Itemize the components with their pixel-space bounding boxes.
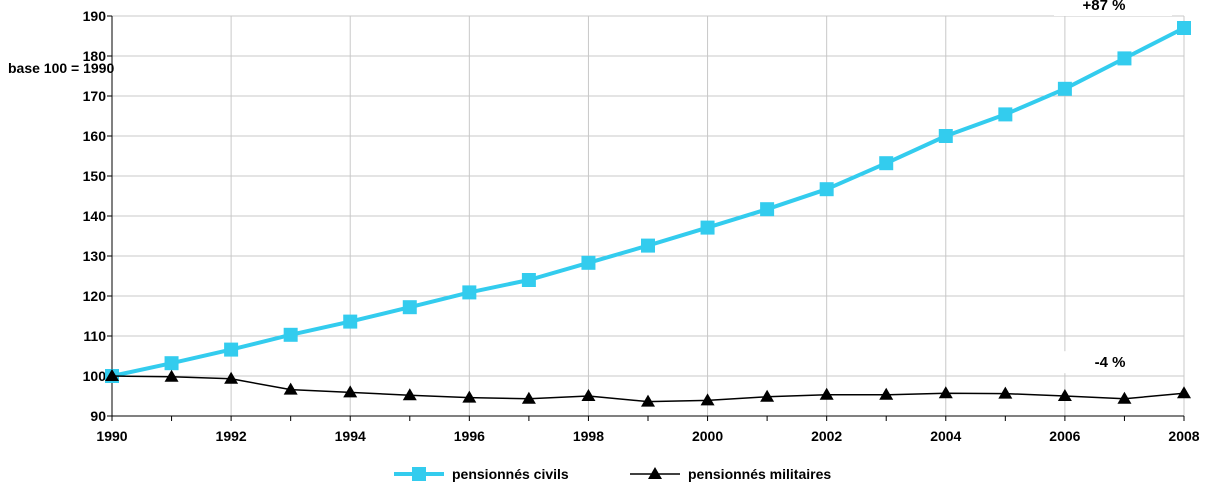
grid-lines: [112, 15, 1185, 416]
series-group: [105, 21, 1191, 407]
data-point: [224, 371, 239, 384]
data-point: [879, 387, 894, 400]
y-tick-label: 110: [83, 328, 106, 344]
data-point: [819, 182, 834, 197]
x-tick-label: 1996: [454, 428, 485, 444]
y-tick-label: 140: [83, 208, 107, 224]
annotation-box: [1054, 0, 1172, 16]
data-point: [105, 369, 119, 381]
data-point: [760, 389, 775, 402]
y-tick-label: 150: [83, 168, 107, 184]
data-point: [224, 342, 239, 357]
data-point: [283, 382, 298, 395]
data-point: [283, 327, 298, 342]
data-point: [402, 388, 417, 401]
data-point: [938, 386, 953, 399]
data-point: [164, 356, 179, 371]
annotations: +87 % -4 %: [1054, 0, 1172, 374]
data-point: [938, 129, 953, 143]
y-tick-label: 180: [83, 48, 107, 64]
y-tick-label: 130: [83, 248, 107, 264]
axes: [107, 15, 1185, 421]
x-tick-label: 2004: [930, 428, 961, 444]
series-line: [111, 26, 1185, 378]
data-point: [1057, 389, 1072, 401]
annotation-label: -4 %: [1095, 354, 1126, 371]
data-point: [1117, 51, 1132, 66]
y-tick-label: 120: [83, 288, 107, 304]
x-tick-label: 1992: [216, 428, 247, 444]
legend-marker: [648, 467, 662, 479]
data-point: [581, 389, 596, 401]
legend-label: pensionnés civils: [452, 466, 569, 482]
data-point: [521, 273, 536, 287]
legend-label: pensionnés militaires: [688, 466, 831, 482]
data-point: [760, 202, 775, 217]
data-point: [819, 387, 834, 400]
data-point: [462, 390, 477, 403]
x-tick-labels: 1990 1992 1994 1996 1998 2000 2002 2004 2006 2008: [96, 428, 1199, 444]
data-point: [641, 238, 655, 253]
data-point: [164, 369, 179, 382]
data-point: [700, 393, 715, 406]
x-tick-label: 1998: [573, 428, 604, 444]
data-point: [998, 386, 1013, 399]
data-point: [343, 385, 358, 398]
data-point: [343, 314, 358, 329]
x-tick-label: 1990: [96, 428, 127, 444]
data-point: [1057, 81, 1072, 96]
x-tick-label: 2008: [1168, 428, 1199, 444]
data-point: [700, 220, 715, 235]
series-civils: [105, 21, 1191, 383]
data-point: [521, 391, 536, 404]
y-tick-label: 190: [83, 8, 107, 24]
data-point: [462, 285, 477, 300]
y-axis-label: base 100 = 1990: [8, 60, 114, 76]
series-militaires: [105, 369, 1191, 407]
x-tick-label: 1994: [335, 428, 366, 444]
x-tick-label: 2002: [811, 428, 842, 444]
x-tick-label: 2006: [1049, 428, 1080, 444]
data-point: [1177, 21, 1191, 35]
y-tick-label: 160: [83, 128, 107, 144]
y-tick-labels: 90 100 110 120 130 140 150 160 170 180 190: [83, 8, 107, 424]
y-tick-label: 170: [83, 88, 107, 104]
data-point: [998, 107, 1013, 122]
annotation-box: [1054, 351, 1172, 374]
data-point: [1177, 386, 1191, 399]
data-point: [581, 255, 596, 270]
data-point: [402, 300, 417, 315]
legend: pensionnés civils pensionnés militaires: [394, 466, 831, 482]
legend-item-civils: pensionnés civils: [394, 466, 569, 482]
data-point: [1117, 391, 1132, 404]
data-point: [641, 394, 655, 407]
legend-marker: [412, 467, 426, 481]
annotation-label: +87 %: [1083, 0, 1126, 14]
x-tick-label: 2000: [692, 428, 723, 444]
y-tick-label: 100: [83, 368, 107, 384]
legend-item-militaires: pensionnés militaires: [630, 466, 831, 482]
y-tick-label: 90: [90, 408, 106, 424]
data-point: [879, 156, 894, 171]
